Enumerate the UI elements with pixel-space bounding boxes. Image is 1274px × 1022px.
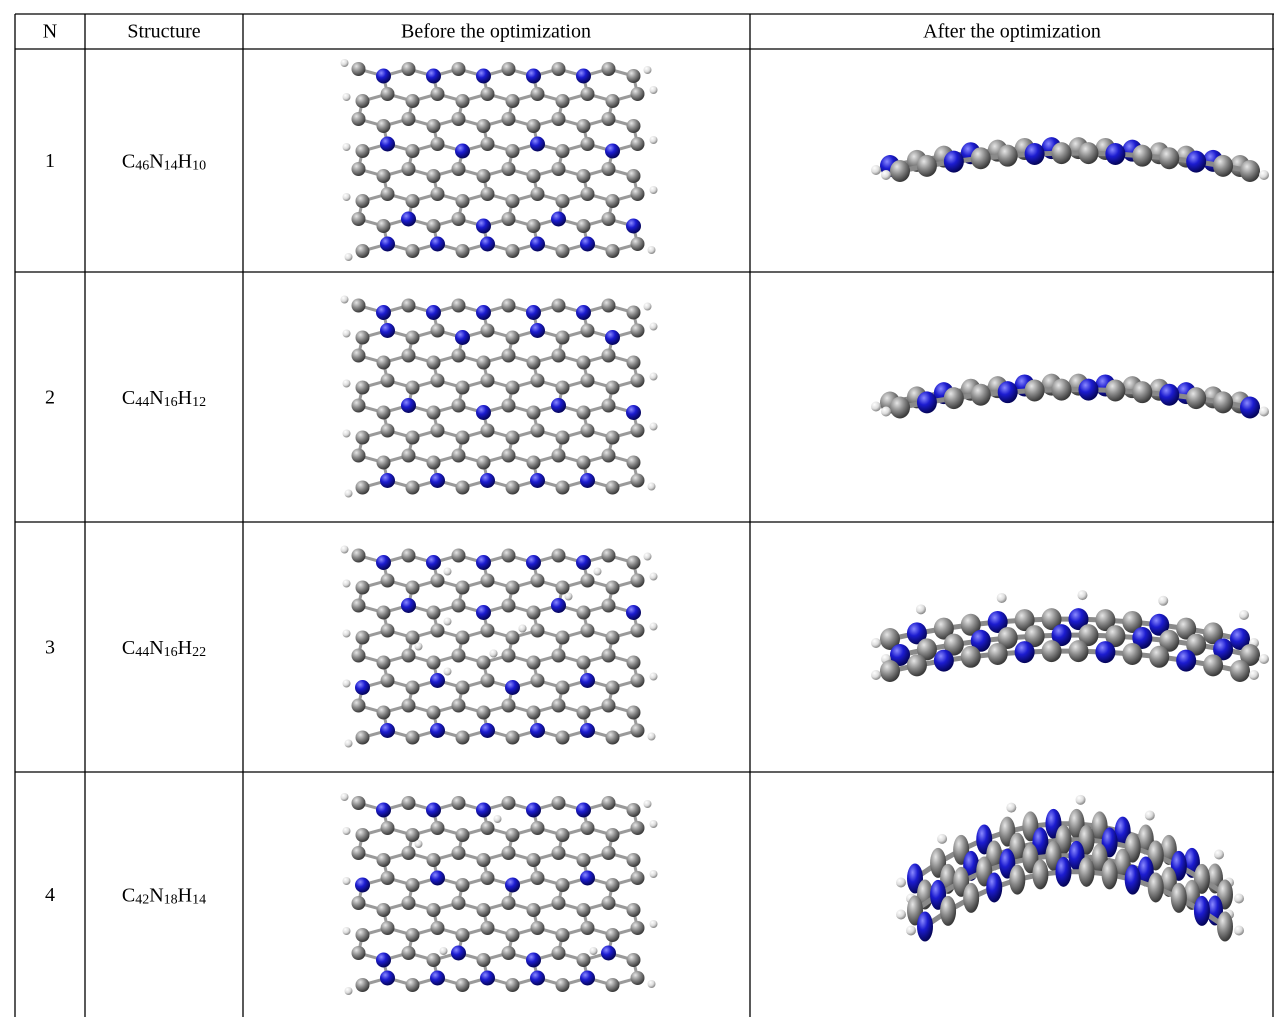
structure-before	[340, 59, 658, 261]
formula: C44N16H22	[122, 637, 206, 661]
atoms	[340, 545, 658, 748]
structure-before	[340, 793, 658, 995]
row-number: 3	[45, 637, 55, 659]
atoms	[340, 59, 658, 261]
bonds	[357, 67, 639, 253]
subscript: 18	[164, 893, 178, 908]
subscript: 16	[164, 645, 178, 660]
atoms	[340, 295, 658, 498]
element-symbol: C	[122, 884, 135, 906]
structure-before	[340, 545, 658, 748]
subscript: 44	[135, 395, 149, 410]
table-rules	[14, 13, 1274, 1017]
row-number: 2	[45, 387, 55, 409]
formula: C46N14H10	[122, 150, 206, 174]
subscript: 42	[135, 893, 149, 908]
element-symbol: H	[178, 150, 192, 172]
element-symbol: H	[178, 637, 192, 659]
element-symbol: C	[122, 387, 135, 409]
subscript: 14	[192, 893, 206, 908]
subscript: 12	[192, 395, 206, 410]
bonds	[357, 801, 639, 987]
element-symbol: C	[122, 637, 135, 659]
row-number: 4	[45, 884, 55, 906]
bonds	[357, 554, 639, 739]
subscript: 10	[192, 159, 206, 174]
header-cell: Structure	[127, 21, 200, 43]
element-symbol: C	[122, 150, 135, 172]
structure-before	[340, 295, 658, 498]
subscript: 14	[164, 159, 178, 174]
bonds	[357, 304, 639, 489]
subscript: 16	[164, 395, 178, 410]
header-cell: After the optimization	[923, 21, 1101, 43]
header-cell: Before the optimization	[401, 21, 591, 43]
subscript: 44	[135, 645, 149, 660]
element-symbol: H	[178, 387, 192, 409]
structure-after	[871, 373, 1269, 419]
structure-after	[896, 794, 1244, 942]
structure-after	[871, 590, 1269, 682]
element-symbol: N	[149, 884, 163, 906]
element-symbol: H	[178, 884, 192, 906]
structure-after	[871, 137, 1269, 182]
subscript: 46	[135, 159, 149, 174]
row-number: 1	[45, 150, 55, 172]
element-symbol: N	[149, 150, 163, 172]
atoms	[340, 793, 658, 995]
element-symbol: N	[149, 387, 163, 409]
subscript: 22	[192, 645, 206, 660]
element-symbol: N	[149, 637, 163, 659]
formula: C44N16H12	[122, 387, 206, 411]
header-cell: N	[43, 21, 57, 43]
formula: C42N18H14	[122, 884, 206, 908]
